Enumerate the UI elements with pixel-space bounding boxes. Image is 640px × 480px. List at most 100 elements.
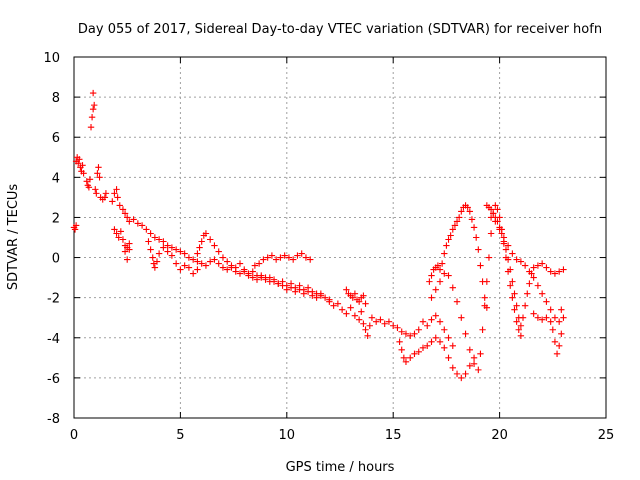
axis-ticks: 0 5 10 15 20 25 -8 -6 -4 -2 0 2 4 6 8 10 bbox=[43, 51, 614, 443]
data-point bbox=[138, 222, 146, 229]
data-point bbox=[124, 256, 131, 263]
data-point bbox=[385, 318, 393, 325]
data-point bbox=[441, 250, 448, 257]
data-point bbox=[145, 238, 152, 245]
data-point bbox=[116, 202, 123, 209]
data-point bbox=[168, 244, 176, 251]
series-arc-b bbox=[72, 154, 87, 177]
data-point bbox=[485, 254, 493, 261]
data-point bbox=[111, 190, 118, 197]
data-point bbox=[285, 254, 293, 261]
data-point bbox=[509, 278, 516, 285]
data-point bbox=[211, 242, 218, 249]
series-arc-q bbox=[530, 306, 567, 358]
data-point bbox=[338, 306, 346, 313]
data-point bbox=[264, 254, 271, 261]
data-point bbox=[521, 302, 529, 309]
data-point bbox=[249, 274, 256, 281]
data-point bbox=[432, 286, 439, 293]
y-tick-label: -6 bbox=[47, 372, 60, 387]
data-point bbox=[447, 232, 454, 239]
data-point bbox=[453, 370, 461, 378]
data-point bbox=[219, 254, 227, 261]
data-point bbox=[411, 350, 418, 358]
series-arc-p bbox=[487, 214, 563, 325]
data-point bbox=[155, 236, 163, 243]
data-point bbox=[504, 242, 512, 249]
data-point bbox=[560, 314, 567, 321]
data-point bbox=[224, 266, 231, 273]
x-tick-label: 5 bbox=[176, 428, 184, 443]
data-point bbox=[362, 300, 369, 307]
data-point bbox=[115, 234, 122, 241]
x-tick-label: 10 bbox=[279, 428, 296, 443]
data-point bbox=[111, 226, 118, 233]
series-arc-c bbox=[83, 89, 98, 191]
data-point bbox=[355, 316, 363, 323]
data-point bbox=[466, 362, 474, 370]
data-point bbox=[109, 198, 116, 205]
data-point bbox=[543, 264, 550, 271]
data-point bbox=[372, 318, 380, 325]
y-axis-label: SDTVAR / TECUs bbox=[6, 184, 21, 291]
data-point bbox=[428, 316, 435, 323]
data-point bbox=[368, 314, 376, 321]
data-point bbox=[126, 246, 133, 253]
data-point bbox=[300, 290, 308, 297]
data-point bbox=[275, 280, 282, 287]
data-point bbox=[304, 288, 312, 295]
data-point bbox=[172, 260, 180, 267]
data-point bbox=[126, 218, 133, 225]
x-axis-label: GPS time / hours bbox=[286, 460, 395, 475]
data-point bbox=[343, 310, 350, 317]
data-point bbox=[509, 294, 516, 301]
data-point bbox=[445, 272, 452, 279]
data-point bbox=[419, 318, 427, 325]
data-point bbox=[151, 234, 159, 241]
series-arc-f bbox=[111, 226, 133, 263]
data-point bbox=[407, 332, 414, 339]
data-point bbox=[126, 240, 133, 247]
series-arc-j bbox=[326, 298, 456, 349]
data-point bbox=[262, 276, 269, 283]
data-point bbox=[76, 156, 83, 163]
data-point bbox=[511, 306, 518, 313]
data-point bbox=[202, 230, 210, 237]
y-tick-label: 2 bbox=[52, 211, 60, 226]
data-point bbox=[124, 214, 131, 221]
data-point bbox=[428, 294, 435, 301]
data-point bbox=[194, 266, 201, 273]
data-point bbox=[366, 322, 373, 329]
data-point bbox=[513, 302, 520, 309]
data-point bbox=[355, 298, 363, 305]
data-point bbox=[458, 314, 465, 321]
data-point bbox=[334, 300, 342, 307]
data-point bbox=[502, 246, 510, 253]
data-point bbox=[475, 246, 482, 253]
data-point bbox=[490, 210, 497, 217]
series-arc-e bbox=[109, 186, 325, 299]
data-point bbox=[95, 164, 102, 171]
y-tick-label: 6 bbox=[52, 131, 60, 146]
data-point bbox=[449, 342, 456, 349]
data-point bbox=[477, 350, 484, 358]
data-point bbox=[513, 256, 520, 263]
data-point bbox=[96, 174, 103, 181]
data-point bbox=[466, 346, 474, 354]
data-point bbox=[268, 252, 276, 259]
data-point bbox=[419, 344, 427, 352]
data-point bbox=[468, 216, 476, 223]
y-tick-label: -4 bbox=[47, 332, 60, 347]
data-point bbox=[302, 254, 310, 261]
data-point bbox=[88, 113, 96, 121]
data-point bbox=[449, 364, 456, 372]
data-point bbox=[351, 290, 359, 297]
data-point bbox=[194, 258, 201, 265]
data-point bbox=[441, 270, 448, 277]
data-point bbox=[266, 274, 273, 281]
data-point bbox=[424, 322, 431, 329]
data-point bbox=[72, 222, 80, 229]
data-points bbox=[70, 89, 567, 382]
series-arc-g bbox=[145, 238, 201, 277]
